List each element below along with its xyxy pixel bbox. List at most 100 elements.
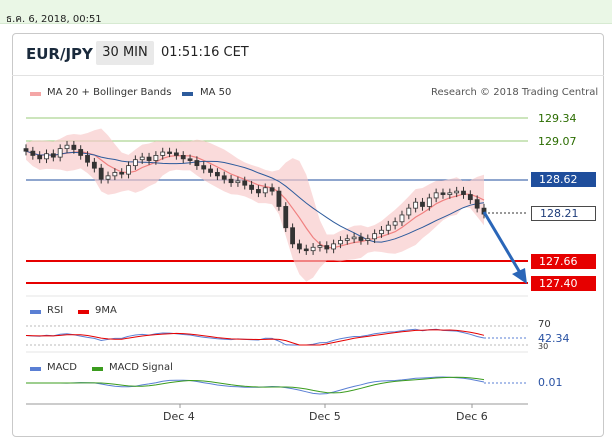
rsi-upper-label: 70 <box>538 319 551 330</box>
candle-body <box>276 190 282 207</box>
candle-body <box>132 159 138 167</box>
candle-body <box>338 240 343 245</box>
timeframe-button[interactable]: 30 MIN <box>96 41 154 65</box>
rsi-value-label: 42.34 <box>538 332 570 345</box>
ma20-legend: MA 20 + Bollinger Bands <box>47 87 172 98</box>
candle-body <box>324 245 330 250</box>
candle-body <box>57 148 63 158</box>
candle-body <box>385 224 391 231</box>
candle-body <box>269 187 275 192</box>
macd-legend: MACD <box>47 362 77 373</box>
candle-body <box>126 165 131 175</box>
x-label-dec4: Dec 4 <box>163 410 195 423</box>
candle-body <box>167 151 172 154</box>
candle-body <box>85 155 90 163</box>
candle-body <box>221 175 227 180</box>
candle-body <box>37 155 43 160</box>
candle-body <box>262 187 268 194</box>
candle-body <box>331 243 337 250</box>
candle-body <box>290 227 295 245</box>
candle-body <box>105 175 111 180</box>
candle-body <box>440 192 446 195</box>
rsi-legend: RSI <box>47 305 64 316</box>
candle-body <box>379 229 384 235</box>
candle-body <box>242 180 248 186</box>
x-label-dec6: Dec 6 <box>456 410 488 423</box>
candle-body <box>146 156 152 161</box>
candle-body <box>392 221 398 226</box>
projection-arrow <box>482 211 524 277</box>
macd-signal-swatch <box>92 367 103 371</box>
r1-label: 129.07 <box>538 135 577 148</box>
candle-body <box>194 160 200 167</box>
macd-signal-line <box>26 376 485 394</box>
candle-body <box>454 190 460 194</box>
bollinger-band <box>26 128 484 282</box>
candle-body <box>23 148 29 152</box>
macd-signal-legend: MACD Signal <box>109 362 173 373</box>
rsi-9ma-line <box>25 329 485 346</box>
header-divider <box>12 75 604 76</box>
ma20-line <box>25 150 485 249</box>
candle-body <box>474 199 480 209</box>
candle-body <box>112 172 118 177</box>
candle-body <box>44 153 49 160</box>
time-label: 01:51:16 CET <box>161 45 249 60</box>
candle-body <box>91 161 97 169</box>
ma50-line <box>25 150 485 243</box>
x-label-dec5: Dec 5 <box>309 410 341 423</box>
candle-body <box>249 184 254 190</box>
candle-body <box>399 214 405 223</box>
symbol-label: EUR/JPY <box>26 45 93 63</box>
candle-body <box>30 150 36 156</box>
s1-tag: 127.66 <box>531 254 596 269</box>
candle-body <box>372 233 378 240</box>
candle-body <box>139 156 145 161</box>
macd-swatch <box>30 367 41 371</box>
projection-arrowhead <box>512 268 527 284</box>
candle-body <box>201 165 207 170</box>
candle-body <box>303 248 309 252</box>
rsi-ma-swatch <box>78 310 89 314</box>
timestamp-text: ธ.ค. 6, 2018, 00:51 <box>6 14 102 25</box>
ma50-swatch <box>182 92 193 96</box>
candle-body <box>433 192 439 199</box>
candle-body <box>173 152 179 156</box>
candle-body <box>413 201 419 209</box>
candle-body <box>50 153 56 158</box>
price-area <box>23 117 528 284</box>
candle-body <box>447 192 453 195</box>
candle-body <box>426 197 432 207</box>
candle-body <box>208 168 213 173</box>
candle-body <box>64 144 70 150</box>
candle-body <box>160 151 166 156</box>
candle-body <box>351 236 357 240</box>
candle-body <box>317 245 323 248</box>
candle-body <box>78 149 84 156</box>
candle-body <box>256 189 261 194</box>
candle-body <box>153 155 159 161</box>
timestamp-bar: ธ.ค. 6, 2018, 00:51 <box>0 0 612 25</box>
candle-body <box>420 201 425 207</box>
candle-body <box>180 155 186 160</box>
macd-value-label: 0.01 <box>538 376 563 389</box>
pivot-tag: 128.62 <box>531 172 596 187</box>
candle-body <box>98 167 104 180</box>
candle-body <box>297 243 302 250</box>
candle-body <box>358 236 364 241</box>
candle-body <box>283 206 289 229</box>
candle-body <box>344 238 350 241</box>
r2-label: 129.34 <box>538 112 577 125</box>
ma20-swatch <box>30 92 41 96</box>
s2-tag: 127.40 <box>531 276 596 291</box>
candle-body <box>71 144 77 150</box>
candle-body <box>119 172 125 175</box>
candle-body <box>365 238 371 241</box>
macd-area <box>26 376 528 395</box>
candle-body <box>406 207 412 216</box>
candle-body <box>310 246 316 252</box>
candle-body <box>187 158 193 161</box>
candle-body <box>467 194 473 201</box>
candle-body <box>228 178 234 184</box>
